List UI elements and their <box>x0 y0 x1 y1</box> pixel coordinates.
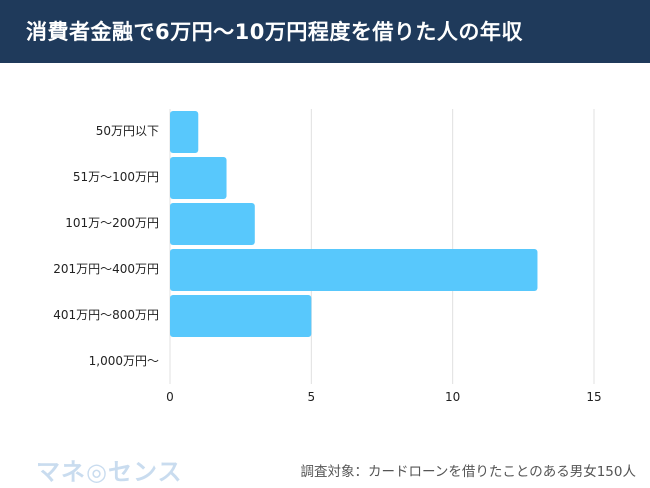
category-label: 401万円〜800万円 <box>53 308 159 322</box>
bar <box>170 295 312 337</box>
bar <box>170 249 538 291</box>
category-label: 1,000万円〜 <box>89 354 159 368</box>
bar <box>170 157 227 199</box>
header: 消費者金融で6万円〜10万円程度を借りた人の年収 <box>0 0 650 63</box>
category-label: 101万〜200万円 <box>65 216 159 230</box>
bar <box>170 203 255 245</box>
bar <box>170 111 199 153</box>
chart-title: 消費者金融で6万円〜10万円程度を借りた人の年収 <box>26 20 523 44</box>
x-tick-label: 15 <box>586 390 601 404</box>
brand-logo: マネ◎センス <box>36 458 183 486</box>
x-tick-label: 0 <box>166 390 174 404</box>
category-label: 51万〜100万円 <box>73 170 159 184</box>
category-label: 201万円〜400万円 <box>53 262 159 276</box>
x-tick-label: 10 <box>445 390 460 404</box>
survey-note: 調査対象：カードローンを借りたことのある男女150人 <box>300 464 636 480</box>
category-label: 50万円以下 <box>96 124 159 138</box>
x-tick-label: 5 <box>308 390 316 404</box>
